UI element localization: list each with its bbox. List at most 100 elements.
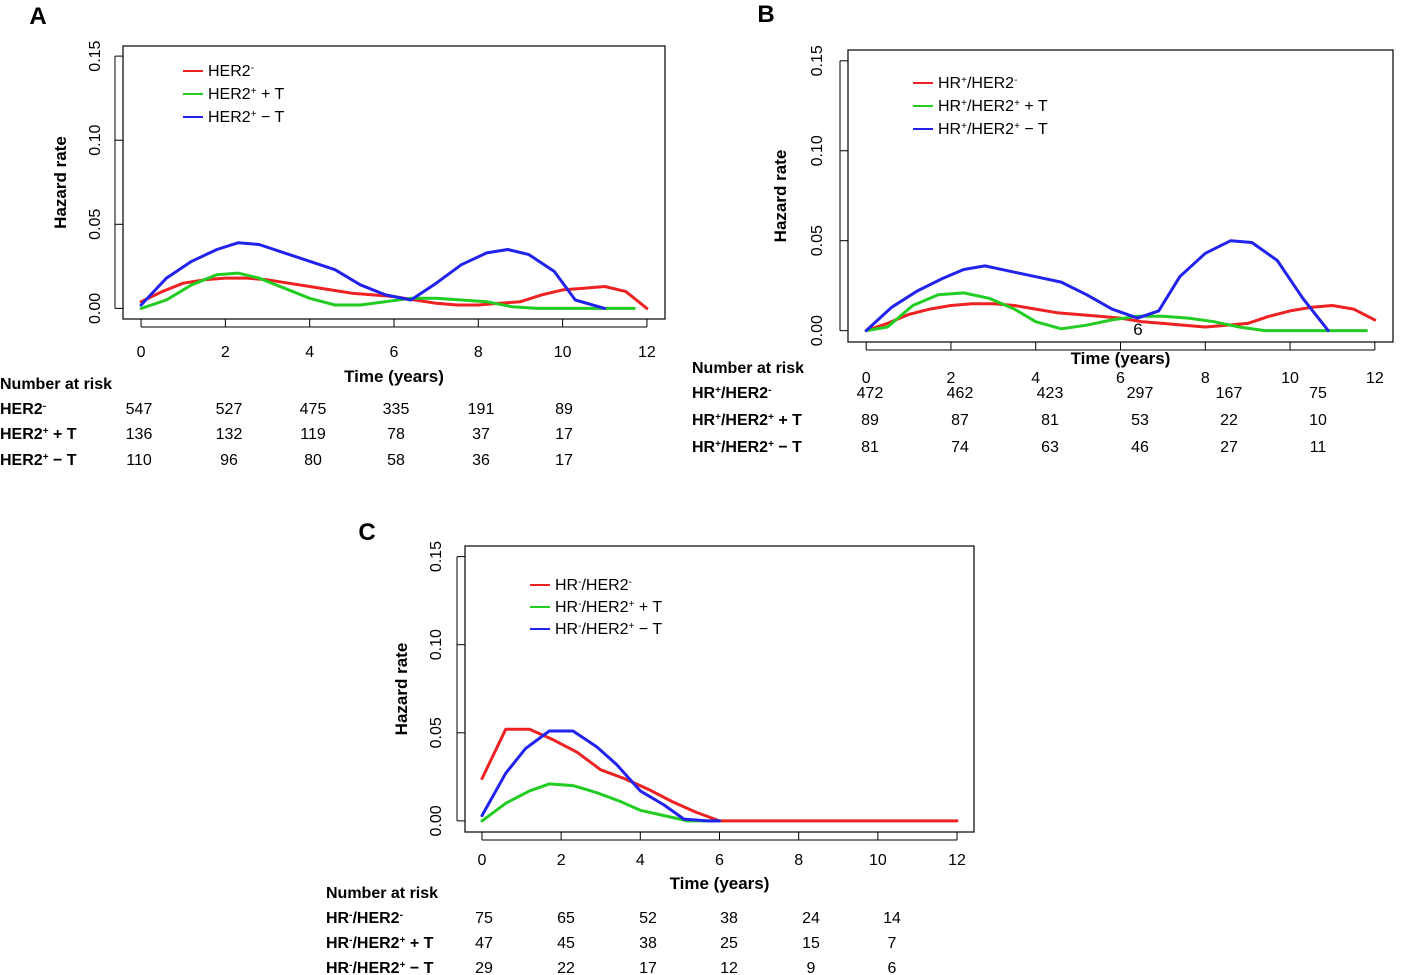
risk-value: 167: [1216, 385, 1243, 402]
risk-value: 547: [126, 401, 153, 418]
series-line: [864, 302, 1377, 333]
risk-row-label: HER2+ + T: [0, 426, 77, 444]
label-part: HR: [326, 960, 350, 975]
risk-value: 17: [555, 426, 573, 443]
risk-value: 78: [387, 426, 405, 443]
label-part: /HER2: [581, 577, 628, 594]
risk-value: 11: [1310, 439, 1327, 456]
risk-value: 10: [1309, 412, 1327, 429]
risk-value: 110: [126, 452, 152, 469]
y-axis: 0.00 0.05 0.10 0.15: [809, 45, 848, 346]
series-group: [864, 239, 1377, 333]
panel-letter: C: [358, 519, 375, 546]
series-line: [864, 291, 1368, 333]
series-group: [480, 727, 959, 823]
legend-label: HR+/HER2+ + T: [938, 98, 1048, 116]
x-axis-title: Time (years): [670, 874, 770, 893]
y-axis: 0.00 0.05 0.10 0.15: [428, 541, 465, 836]
legend-label: HR-/HER2-: [555, 577, 632, 595]
risk-value: 136: [126, 426, 153, 443]
plot-frame: [464, 545, 975, 833]
label-part: HR: [938, 98, 961, 115]
risk-value: 37: [472, 426, 490, 443]
label-part: − T: [405, 960, 433, 975]
series-line: [480, 729, 721, 823]
label-part: /HER2: [352, 935, 399, 952]
x-axis-title: Time (years): [1071, 349, 1171, 368]
superscript: +: [629, 599, 635, 610]
risk-value: 22: [557, 960, 575, 975]
label-part: /HER2: [721, 439, 768, 456]
label-part: /HER2: [721, 385, 768, 402]
x-tick-label: 2: [557, 852, 566, 869]
risk-value: 38: [720, 910, 738, 927]
panel-a: A 0 2 4 6 8 10 12 0.00 0.05 0.10 0.15 Hazard rate Tim…: [0, 3, 666, 470]
superscript: +: [715, 385, 721, 396]
risk-value: 89: [861, 412, 879, 429]
superscript: -: [349, 910, 352, 921]
label-part: HR: [692, 412, 716, 429]
risk-value: 462: [947, 385, 974, 402]
legend: HR-/HER2-HR-/HER2+ + THR-/HER2+ − T: [530, 577, 662, 639]
superscript: +: [251, 86, 257, 97]
risk-value: 80: [304, 452, 322, 469]
y-axis: 0.00 0.05 0.10 0.15: [87, 40, 123, 324]
superscript: +: [768, 439, 774, 450]
label-part: /HER2: [581, 621, 628, 638]
label-part: + T: [405, 935, 433, 952]
x-tick-label: 6: [715, 852, 724, 869]
superscript: -: [400, 910, 403, 921]
superscript: +: [715, 439, 721, 450]
label-part: /HER2: [967, 121, 1014, 138]
risk-row-label: HR-/HER2-: [326, 910, 403, 928]
risk-value: 29: [475, 960, 493, 975]
x-tick-label: 8: [1201, 370, 1210, 387]
x-tick-label: 4: [305, 344, 314, 361]
series-line: [864, 239, 1330, 333]
superscript: -: [768, 385, 771, 396]
y-tick-label: 0.00: [428, 805, 445, 836]
x-tick-label: 8: [474, 344, 483, 361]
risk-value: 81: [1041, 412, 1059, 429]
superscript: +: [961, 121, 967, 132]
y-tick-label: 0.10: [87, 125, 104, 156]
risk-value: 9: [807, 960, 816, 975]
label-part: /HER2: [352, 910, 399, 927]
risk-table-title: Number at risk: [326, 885, 438, 902]
superscript: -: [349, 960, 352, 971]
y-tick-label: 0.00: [809, 315, 826, 346]
superscript: +: [961, 75, 967, 86]
x-axis: 0 2 4 6 8 10 12: [478, 832, 966, 869]
x-axis-title: Time (years): [344, 367, 444, 386]
label-part: HR: [326, 935, 350, 952]
risk-row-label: HR-/HER2+ − T: [326, 960, 434, 975]
x-tick-label: 6: [390, 344, 399, 361]
superscript: +: [1014, 121, 1020, 132]
y-tick-label: 0.05: [809, 225, 826, 256]
panel-letter: B: [757, 1, 774, 28]
superscript: -: [578, 599, 581, 610]
risk-value: 527: [216, 401, 243, 418]
risk-value: 89: [555, 401, 573, 418]
y-tick-label: 0.10: [809, 135, 826, 166]
risk-value: 132: [216, 426, 243, 443]
label-part: HR: [555, 621, 578, 638]
legend-label: HR-/HER2+ − T: [555, 621, 662, 639]
label-part: HER2: [208, 63, 251, 80]
x-tick-label: 12: [638, 344, 656, 361]
label-part: + T: [49, 426, 77, 443]
risk-value: 45: [557, 935, 575, 952]
x-tick-label: 12: [948, 852, 966, 869]
risk-value: 75: [1309, 385, 1327, 402]
risk-value: 52: [639, 910, 657, 927]
series-line: [139, 241, 607, 310]
y-tick-label: 0.15: [428, 541, 445, 572]
legend-label: HR+/HER2+ − T: [938, 121, 1048, 139]
superscript: +: [1014, 98, 1020, 109]
risk-value: 25: [720, 935, 738, 952]
risk-row-label: HER2+ − T: [0, 452, 77, 470]
legend-label: HER2+ − T: [208, 109, 284, 127]
